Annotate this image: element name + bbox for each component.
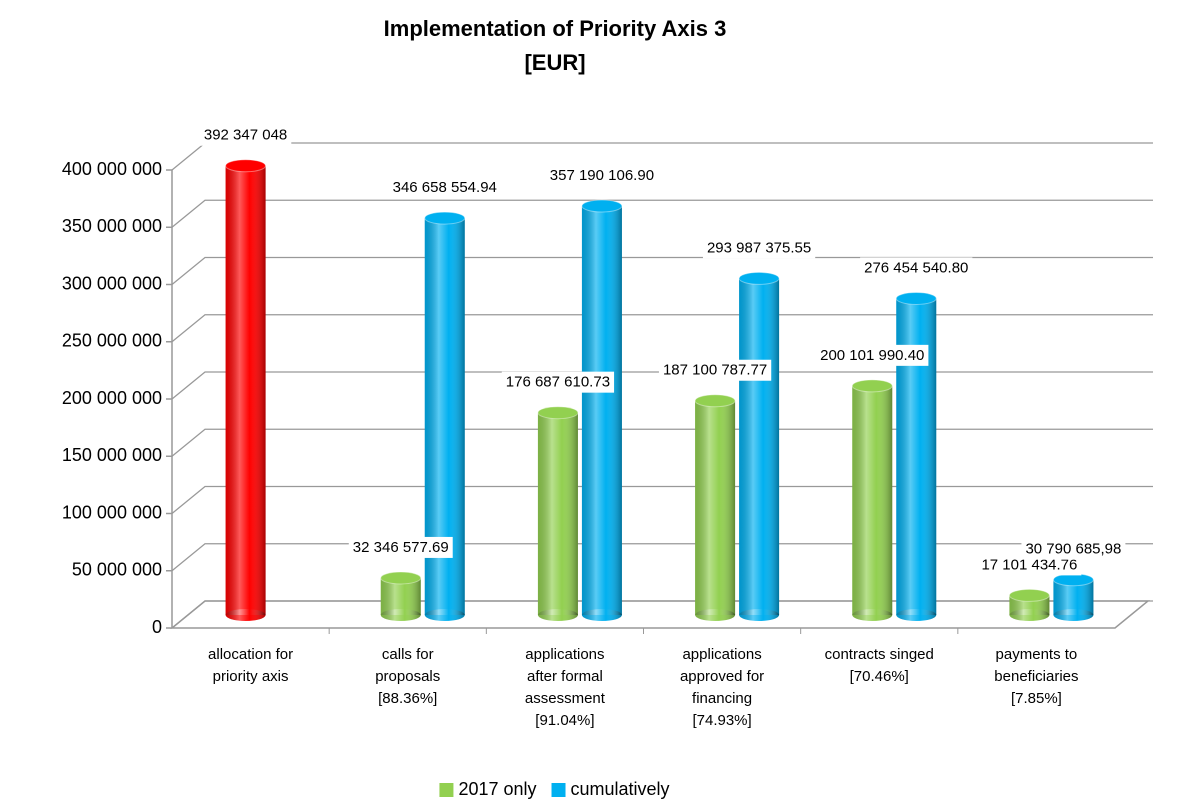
value-label: 32 346 577.69 xyxy=(353,539,449,556)
bar-top xyxy=(225,159,267,173)
floor xyxy=(169,600,1151,629)
x-tick-label: applications xyxy=(525,646,604,663)
y-tick-label: 250 000 000 xyxy=(62,331,162,351)
value-label-bg xyxy=(860,257,973,279)
bar-bottom-shade xyxy=(695,609,736,621)
bar-bottom-shade xyxy=(380,609,421,621)
y-tick-label: 0 xyxy=(152,617,162,637)
value-label-bg xyxy=(658,359,772,381)
value-label-bg xyxy=(545,164,659,186)
bar-shade xyxy=(537,412,578,615)
value-label: 30 790 685,98 xyxy=(1025,541,1121,558)
bar-bottom-shade xyxy=(1053,609,1094,621)
value-label: 392 347 048 xyxy=(204,127,287,144)
x-tick-label: priority axis xyxy=(213,668,289,685)
legend-swatch xyxy=(551,783,566,797)
value-label: 200 101 990.40 xyxy=(820,347,924,364)
value-label: 176 687 610.73 xyxy=(506,374,610,391)
grid-line xyxy=(171,371,1153,400)
y-tick-label: 100 000 000 xyxy=(62,502,162,522)
y-tick-label: 50 000 000 xyxy=(72,560,162,580)
value-label-bg xyxy=(702,237,816,259)
value-label-bg xyxy=(501,371,615,393)
chart-subtitle: [EUR] xyxy=(524,50,585,75)
grid-line xyxy=(171,314,1153,343)
bar-bottom-shade xyxy=(581,609,622,621)
value-label: 293 987 375.55 xyxy=(707,239,811,256)
x-tick-label: after formal xyxy=(527,668,603,685)
y-tick-label: 400 000 000 xyxy=(62,159,162,179)
bar-top xyxy=(581,199,623,213)
grid-line xyxy=(171,142,1153,171)
x-tick-label: [91.04%] xyxy=(535,712,594,729)
x-tick-label: approved for xyxy=(680,668,764,685)
bar-shade xyxy=(581,206,622,615)
chart-title: Implementation of Priority Axis 3 xyxy=(384,16,727,41)
bar-top xyxy=(851,379,893,393)
x-tick-label: beneficiaries xyxy=(994,668,1078,685)
x-tick-label: assessment xyxy=(525,690,606,707)
x-tick-label: allocation for xyxy=(208,646,293,663)
grid-line xyxy=(171,256,1153,286)
bar-shade xyxy=(695,400,736,615)
bar-top xyxy=(694,394,736,408)
value-label: 187 100 787.77 xyxy=(663,362,767,379)
x-tick-label: financing xyxy=(692,690,752,707)
bar-top xyxy=(537,406,579,420)
bar-bottom-shade xyxy=(225,609,266,621)
value-label-bg xyxy=(388,177,501,199)
grid-line xyxy=(171,600,1153,629)
value-label: 357 190 106.90 xyxy=(550,167,654,184)
value-label-bg xyxy=(199,124,292,146)
bar-top xyxy=(424,211,466,225)
bar-top xyxy=(380,571,422,585)
value-label-bg xyxy=(816,344,929,366)
x-tick-label: proposals xyxy=(375,668,440,685)
x-tick-label: applications xyxy=(682,646,761,663)
bar-top xyxy=(738,271,780,285)
bar-bottom-shade xyxy=(896,609,937,621)
legend-swatch xyxy=(439,783,454,797)
x-tick-label: calls for xyxy=(382,646,434,663)
y-tick-label: 150 000 000 xyxy=(62,445,162,465)
legend-label: 2017 only xyxy=(458,779,536,799)
y-tick-label: 300 000 000 xyxy=(62,273,162,293)
x-tick-label: contracts singed xyxy=(825,646,934,663)
bar-shade xyxy=(225,165,266,615)
x-tick-label: payments to xyxy=(996,646,1078,663)
bar-top xyxy=(1008,588,1050,602)
bar-bottom-shade xyxy=(1009,609,1050,621)
bar-bottom-shade xyxy=(739,609,780,621)
bar-shade xyxy=(380,577,421,615)
bar-bottom-shade xyxy=(537,609,578,621)
bar-top xyxy=(1052,573,1094,587)
grid-line xyxy=(171,543,1153,572)
legend-label: cumulatively xyxy=(571,779,670,799)
bar-shade xyxy=(739,278,780,615)
bar-bottom-shade xyxy=(424,609,465,621)
bar-bottom-shade xyxy=(852,609,893,621)
x-tick-label: [88.36%] xyxy=(378,690,437,707)
value-label: 276 454 540.80 xyxy=(864,259,968,276)
grid-line xyxy=(171,428,1153,457)
x-tick-label: [74.93%] xyxy=(692,712,751,729)
x-tick-label: [70.46%] xyxy=(850,668,909,685)
value-label: 17 101 434.76 xyxy=(981,556,1077,573)
value-label-bg xyxy=(1021,538,1126,560)
value-label-bg xyxy=(348,536,453,558)
value-label: 346 658 554.94 xyxy=(393,179,497,196)
x-tick-label: [7.85%] xyxy=(1011,690,1062,707)
grid-line xyxy=(171,199,1153,228)
bar-shade xyxy=(852,385,893,615)
grid-line xyxy=(171,485,1153,515)
y-tick-label: 200 000 000 xyxy=(62,388,162,408)
y-tick-label: 350 000 000 xyxy=(62,216,162,236)
bar-top xyxy=(895,291,937,305)
